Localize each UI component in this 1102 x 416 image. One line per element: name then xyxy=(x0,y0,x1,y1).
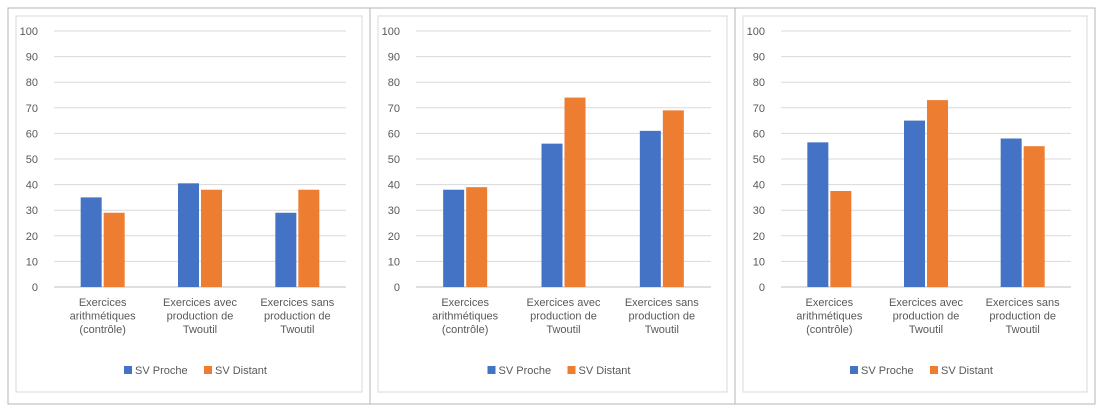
y-tick-label: 60 xyxy=(753,128,765,140)
legend-label-sv-proche: SV Proche xyxy=(135,365,188,377)
y-tick-label: 20 xyxy=(26,231,38,243)
y-tick-label: 40 xyxy=(753,180,765,192)
bar-sv-distant xyxy=(1023,146,1045,287)
legend-label-sv-distant: SV Distant xyxy=(215,365,267,377)
bar-sv-proche xyxy=(639,130,661,287)
y-tick-label: 90 xyxy=(753,52,765,64)
legend-label-sv-distant: SV Distant xyxy=(579,365,631,377)
x-tick-label: Exercices avec xyxy=(163,297,237,309)
x-tick-label: Exercices sans xyxy=(625,297,699,309)
y-tick-label: 60 xyxy=(26,128,38,140)
x-tick-label: (contrôle) xyxy=(442,324,488,336)
x-tick-label: Twoutil xyxy=(1006,324,1040,336)
legend-swatch-sv-proche xyxy=(124,366,132,374)
y-tick-label: 80 xyxy=(753,77,765,89)
y-tick-label: 30 xyxy=(388,205,400,217)
legend-swatch-sv-distant xyxy=(567,366,576,374)
y-tick-label: 30 xyxy=(753,205,765,217)
legend-swatch-sv-proche xyxy=(850,366,858,374)
bar-sv-proche xyxy=(443,189,465,287)
y-tick-label: 0 xyxy=(394,282,400,294)
y-tick-label: 90 xyxy=(26,52,38,64)
x-tick-label: Twoutil xyxy=(546,324,580,336)
legend-label-sv-distant: SV Distant xyxy=(941,365,993,377)
x-tick-label: production de xyxy=(530,311,597,323)
y-tick-label: 90 xyxy=(388,52,400,64)
y-tick-label: 80 xyxy=(26,77,38,89)
y-tick-label: 10 xyxy=(388,256,400,268)
y-tick-label: 0 xyxy=(32,282,38,294)
x-tick-label: (contrôle) xyxy=(806,324,852,336)
y-tick-label: 50 xyxy=(388,154,400,166)
y-tick-label: 100 xyxy=(382,26,400,38)
y-tick-label: 60 xyxy=(388,128,400,140)
x-tick-label: Twoutil xyxy=(183,324,217,336)
bar-sv-distant xyxy=(927,100,948,288)
bar-sv-distant xyxy=(830,191,852,287)
bar-sv-proche xyxy=(1000,138,1022,287)
x-tick-label: Twoutil xyxy=(645,324,679,336)
bar-sv-distant xyxy=(564,97,586,287)
x-tick-label: Exercices sans xyxy=(986,297,1060,309)
y-tick-label: 20 xyxy=(388,231,400,243)
x-tick-label: production de xyxy=(264,311,331,323)
bar-sv-distant xyxy=(103,212,125,287)
x-tick-label: arithmétiques xyxy=(432,311,499,323)
legend-swatch-sv-distant xyxy=(204,366,212,374)
y-tick-label: 50 xyxy=(753,154,765,166)
y-tick-label: 50 xyxy=(26,154,38,166)
bar-sv-proche xyxy=(541,143,563,287)
bar-sv-distant xyxy=(298,189,320,287)
bar-sv-proche xyxy=(178,183,199,287)
bar-sv-distant xyxy=(201,189,222,287)
y-tick-label: 0 xyxy=(759,282,765,294)
y-tick-label: 20 xyxy=(753,231,765,243)
x-tick-label: Exercices xyxy=(441,297,489,309)
y-tick-label: 100 xyxy=(20,26,38,38)
x-tick-label: Exercices xyxy=(79,297,127,309)
x-tick-label: Exercices sans xyxy=(260,297,334,309)
bar-sv-proche xyxy=(807,142,829,287)
y-tick-label: 10 xyxy=(26,256,38,268)
x-tick-label: Twoutil xyxy=(280,324,314,336)
bar-sv-distant xyxy=(662,110,684,287)
y-tick-label: 30 xyxy=(26,205,38,217)
table-border xyxy=(7,7,1096,405)
x-tick-label: production de xyxy=(167,311,234,323)
x-tick-label: Exercices xyxy=(805,297,853,309)
y-tick-label: 70 xyxy=(753,103,765,115)
x-tick-label: arithmétiques xyxy=(70,311,137,323)
x-tick-label: Exercices avec xyxy=(889,297,963,309)
legend-swatch-sv-proche xyxy=(487,366,496,374)
x-tick-label: (contrôle) xyxy=(79,324,125,336)
x-tick-label: production de xyxy=(893,311,960,323)
y-tick-label: 70 xyxy=(388,103,400,115)
y-tick-label: 70 xyxy=(26,103,38,115)
y-tick-label: 10 xyxy=(753,256,765,268)
x-tick-label: arithmétiques xyxy=(796,311,863,323)
bar-sv-proche xyxy=(275,212,297,287)
x-tick-label: Exercices avec xyxy=(527,297,601,309)
y-tick-label: 100 xyxy=(747,26,765,38)
y-tick-label: 40 xyxy=(26,180,38,192)
x-tick-label: production de xyxy=(628,311,695,323)
bar-sv-proche xyxy=(904,120,925,287)
y-tick-label: 80 xyxy=(388,77,400,89)
x-tick-label: Twoutil xyxy=(909,324,943,336)
x-tick-label: production de xyxy=(989,311,1056,323)
legend-swatch-sv-distant xyxy=(930,366,938,374)
legend-label-sv-proche: SV Proche xyxy=(861,365,914,377)
legend-label-sv-proche: SV Proche xyxy=(499,365,552,377)
bar-sv-proche xyxy=(80,197,102,287)
y-tick-label: 40 xyxy=(388,180,400,192)
bar-sv-distant xyxy=(466,187,488,287)
